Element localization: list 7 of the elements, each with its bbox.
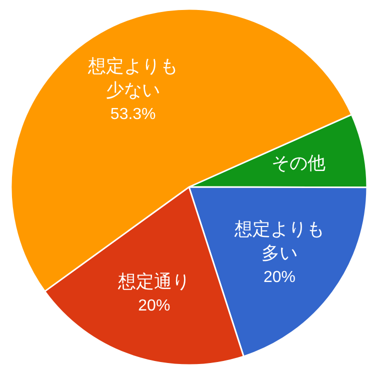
data-label: 53.3%	[110, 106, 156, 123]
slice-label: その他	[272, 152, 326, 174]
data-label: 20%	[263, 269, 296, 286]
data-label: 20%	[138, 297, 170, 314]
slice-label: 想定通り	[117, 271, 190, 292]
slice-label: 想定よりも多い	[233, 219, 324, 264]
slice-label: 想定よりも少ない	[87, 56, 178, 101]
